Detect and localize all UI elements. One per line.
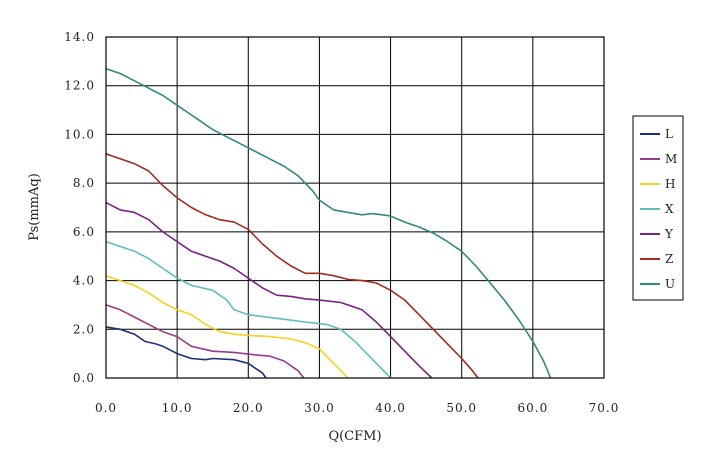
x-tick-label: 30.0: [304, 401, 335, 415]
series-line-u: [105, 67, 552, 379]
legend-label-z: Z: [665, 252, 673, 266]
x-tick-label: 10.0: [162, 401, 193, 415]
legend-label-y: Y: [664, 227, 674, 241]
plot-frame: [105, 36, 605, 379]
x-axis-title: Q(CFM): [328, 429, 381, 444]
y-tick-label: 8.0: [73, 176, 95, 190]
series-line-l: [105, 326, 267, 379]
series-line-m: [105, 304, 305, 379]
series-line-y: [105, 201, 433, 379]
x-tick-label: 70.0: [589, 401, 620, 415]
y-tick-label: 14.0: [64, 30, 95, 44]
series-lines: [105, 67, 552, 379]
series-line-h: [105, 274, 349, 379]
legend-label-u: U: [665, 277, 675, 291]
legend-label-h: H: [665, 177, 675, 191]
legend-label-x: X: [665, 202, 674, 216]
x-tick-label: 20.0: [233, 401, 264, 415]
legend-label-l: L: [665, 127, 673, 141]
series-line-z: [105, 153, 479, 379]
x-tick-label: 50.0: [446, 401, 477, 415]
x-tick-label: 40.0: [375, 401, 406, 415]
y-axis-title: Ps(mmAq): [27, 173, 42, 241]
y-tick-label: 4.0: [73, 274, 95, 288]
y-tick-labels: 0.0 2.0 4.0 6.0 8.0 10.0 12.0 14.0: [64, 30, 95, 385]
x-tick-label: 60.0: [517, 401, 548, 415]
y-tick-label: 0.0: [73, 371, 95, 385]
x-tick-labels: 0.0 10.0 20.0 30.0 40.0 50.0 60.0 70.0: [95, 401, 620, 415]
grid: [106, 37, 604, 378]
x-tick-label: 0.0: [95, 401, 117, 415]
series-line-x: [105, 240, 392, 379]
y-tick-label: 10.0: [64, 127, 95, 141]
y-tick-label: 6.0: [73, 225, 95, 239]
y-tick-label: 2.0: [73, 322, 95, 336]
y-tick-label: 12.0: [64, 79, 95, 93]
legend-label-m: M: [665, 152, 677, 166]
